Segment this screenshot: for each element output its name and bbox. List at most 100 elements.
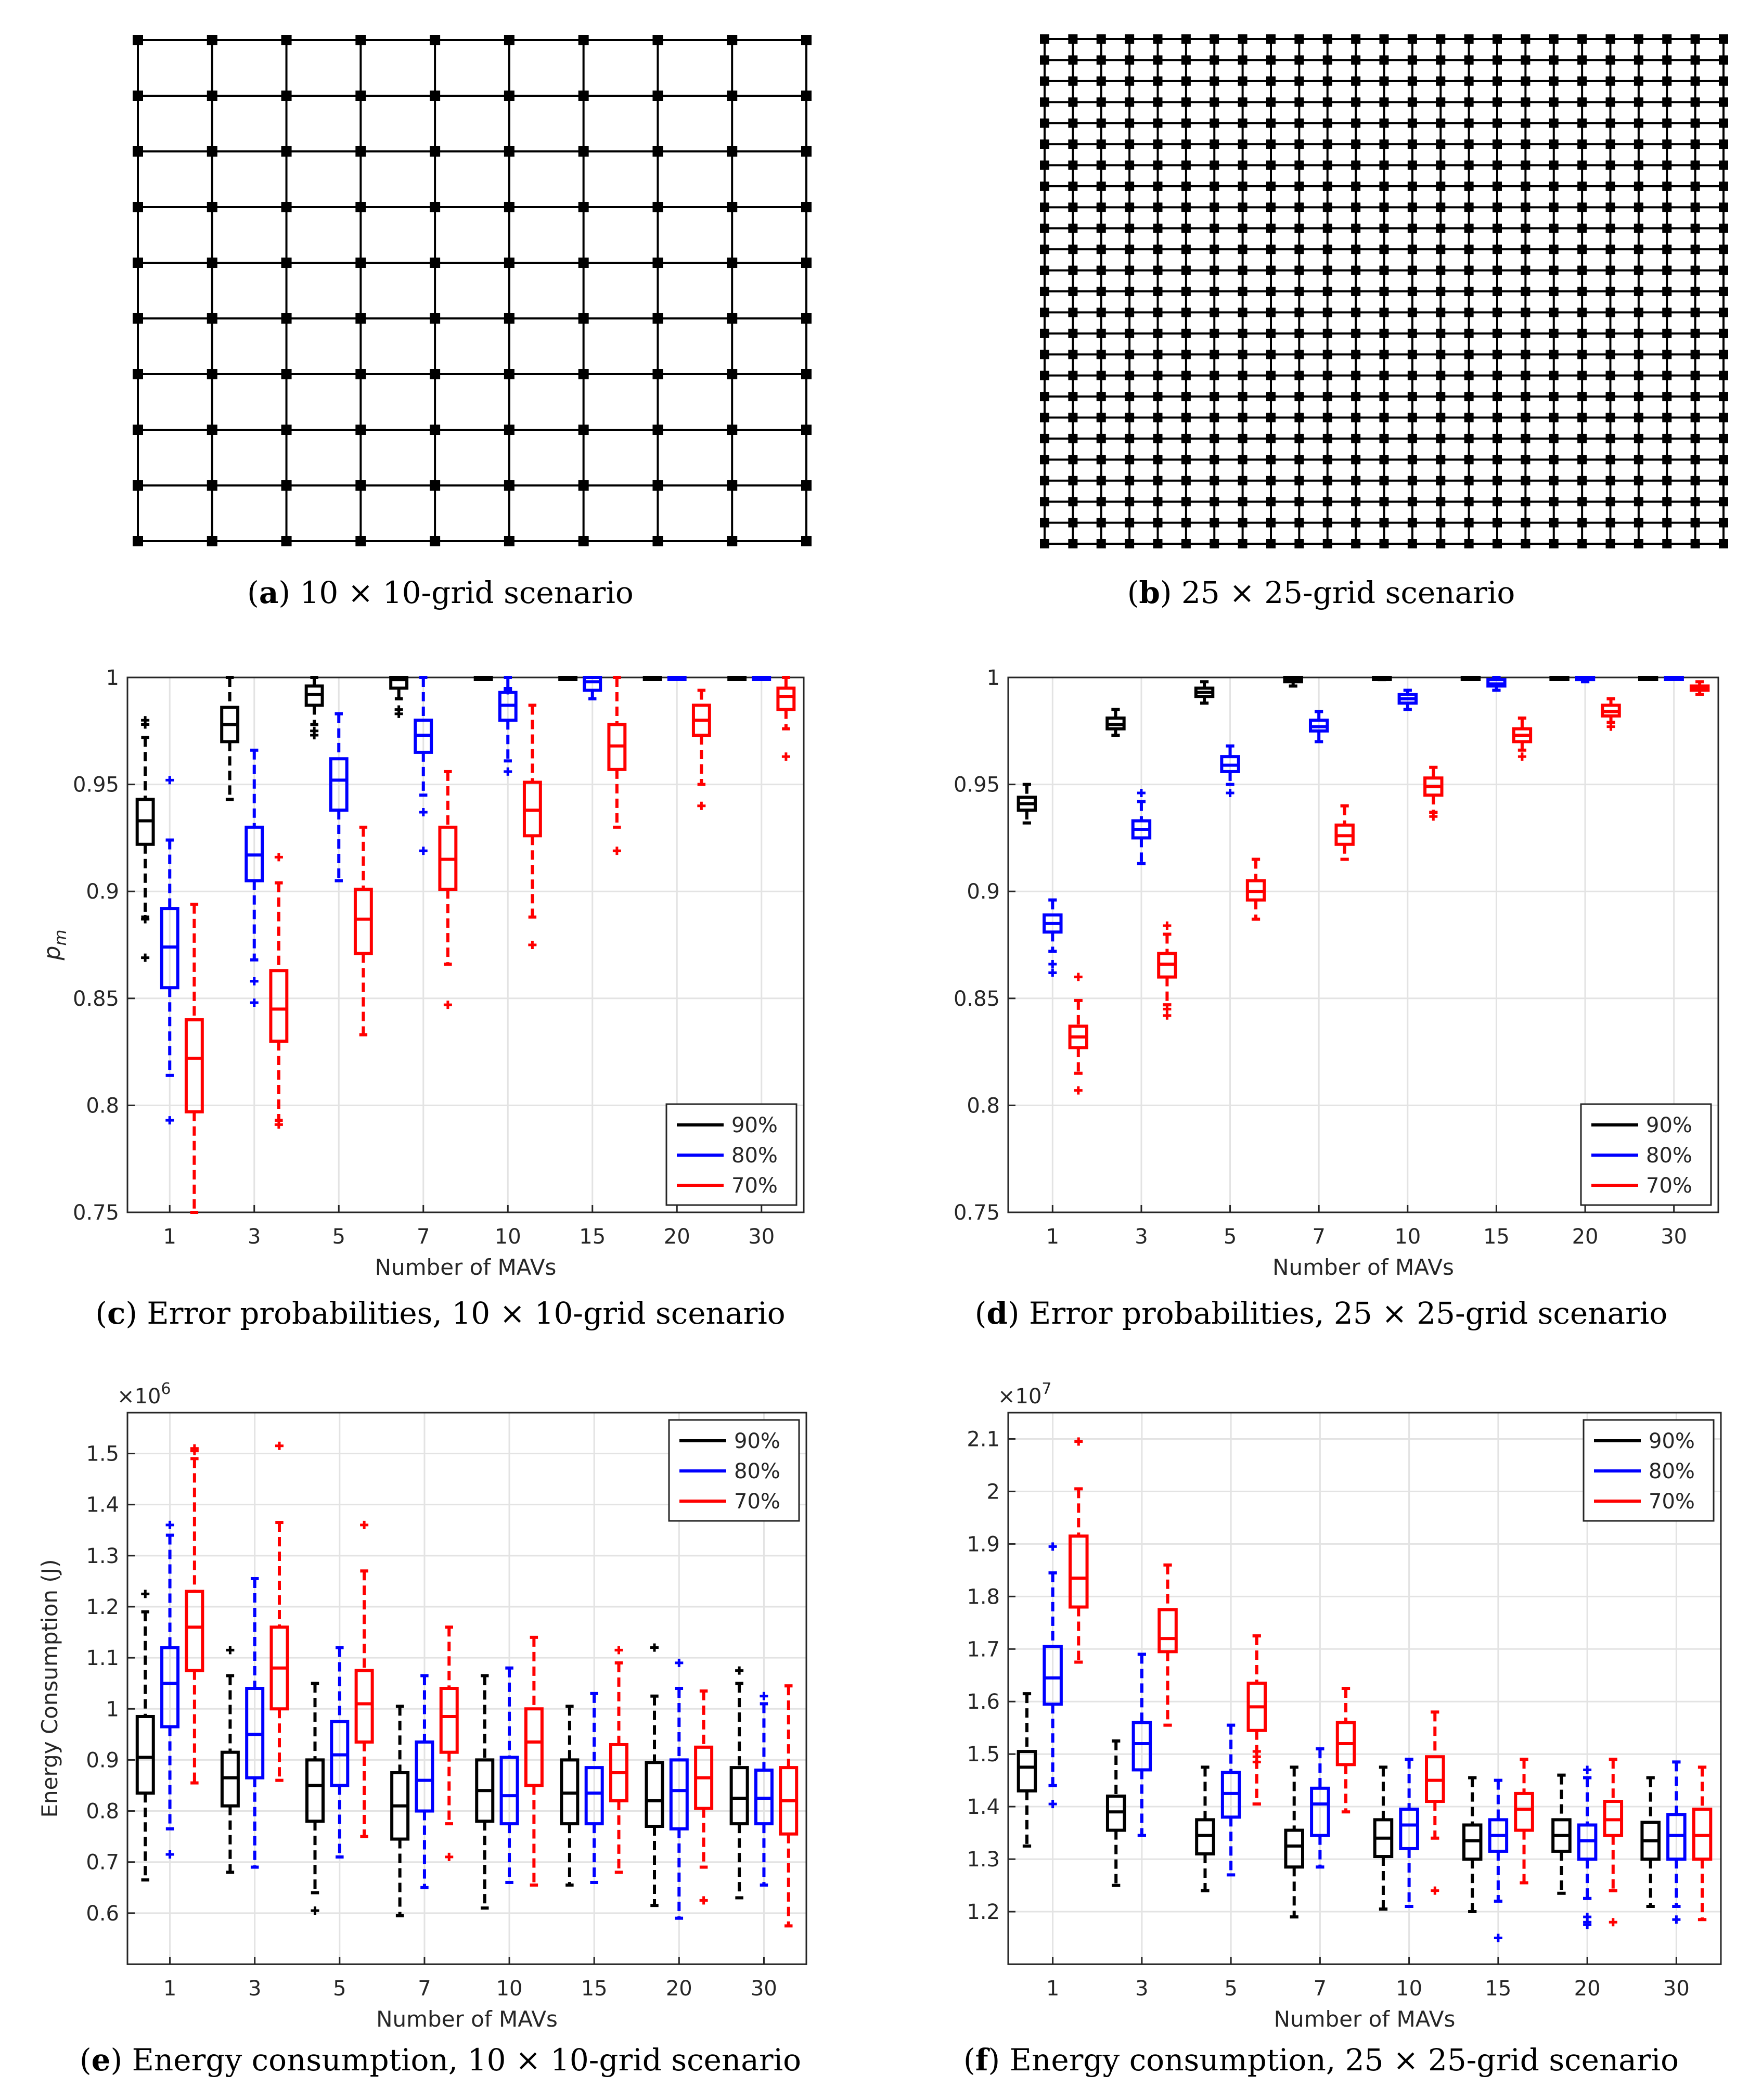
y-tick-label: 1.2 [967, 1900, 1000, 1924]
grid-node [1719, 476, 1728, 485]
y-tick-label: 1.6 [967, 1690, 1000, 1714]
grid-node [1266, 97, 1276, 107]
grid-node [1322, 392, 1332, 402]
grid-node [1068, 539, 1078, 548]
grid-node [1577, 539, 1587, 548]
grid-node [1266, 455, 1276, 465]
grid-node [1322, 223, 1332, 233]
grid-node [1181, 55, 1191, 65]
grid-node [1605, 328, 1615, 338]
series-80% [1043, 676, 1684, 977]
grid-node [1210, 118, 1219, 128]
grid-node [207, 480, 217, 491]
outlier [1163, 921, 1172, 930]
y-tick-label: 0.8 [967, 1094, 1000, 1118]
grid-node [1493, 55, 1502, 65]
outlier [226, 1646, 235, 1655]
grid-node [801, 91, 812, 101]
grid-node [1407, 413, 1417, 422]
grid-node [1407, 97, 1417, 107]
grid-node [1521, 328, 1531, 338]
grid-node [1238, 455, 1247, 465]
grid-node [1719, 370, 1728, 380]
grid-node [1690, 455, 1700, 465]
grid-node [1266, 308, 1276, 317]
grid-node [1521, 160, 1531, 170]
grid-node [1464, 518, 1474, 528]
legend-label: 70% [1649, 1490, 1695, 1514]
grid-node [1549, 328, 1559, 338]
grid-node [1549, 202, 1559, 212]
grid-node [1407, 476, 1417, 485]
grid-node [1634, 308, 1643, 317]
grid-node [1210, 392, 1219, 402]
grid-node [1436, 350, 1446, 360]
grid-node [1719, 34, 1728, 44]
grid-node [1125, 518, 1135, 528]
grid-node [1068, 350, 1078, 360]
grid-node [1068, 370, 1078, 380]
grid-node [133, 480, 143, 491]
plot-frame [126, 676, 805, 1213]
grid-node [1266, 160, 1276, 170]
grid-node [1040, 370, 1049, 380]
grid-node [1266, 370, 1276, 380]
grid-node [133, 146, 143, 157]
grid-node [1125, 202, 1135, 212]
outlier [697, 801, 706, 810]
grid-node [1493, 223, 1502, 233]
grid-node [1238, 181, 1247, 191]
grid-node [430, 425, 441, 435]
caption-a: (a) 10 × 10-grid scenario [247, 575, 634, 610]
grid-node [281, 35, 292, 45]
y-tick-label: 1.3 [967, 1848, 1000, 1872]
grid-node [1153, 328, 1163, 338]
grid-node [207, 146, 217, 157]
series-80% [1043, 1542, 1687, 1942]
grid-node [355, 480, 366, 491]
grid-node [1521, 433, 1531, 443]
grid-node [1634, 160, 1643, 170]
grid-node [1351, 181, 1361, 191]
grid-node [1068, 139, 1078, 149]
grid-node [1379, 34, 1389, 44]
grid-node [1605, 539, 1615, 548]
box [160, 1646, 180, 1728]
grid-node [1407, 181, 1417, 191]
outlier [781, 752, 790, 761]
grid-node [1181, 181, 1191, 191]
grid-node [1351, 539, 1361, 548]
grid-node [1294, 518, 1304, 528]
caption-f: (f) Energy consumption, 25 × 25-grid sce… [963, 2042, 1679, 2078]
grid-node [1493, 518, 1502, 528]
grid-node [1521, 370, 1531, 380]
grid-node [1238, 265, 1247, 275]
grid-node [1238, 139, 1247, 149]
grid-node [1407, 118, 1417, 128]
grid-node [1662, 455, 1672, 465]
grid-node [1322, 160, 1332, 170]
outlier [419, 808, 428, 817]
legend-label: 70% [1646, 1174, 1692, 1198]
grid-node [1464, 245, 1474, 254]
grid-node [1690, 350, 1700, 360]
grid-node [1266, 350, 1276, 360]
grid-node [1690, 328, 1700, 338]
grid-node [1464, 139, 1474, 149]
y-tick-label: 1.9 [967, 1532, 1000, 1556]
grid-node [1379, 370, 1389, 380]
grid-node [1464, 476, 1474, 485]
grid-node [1662, 139, 1672, 149]
grid-node [1238, 392, 1247, 402]
grid-node [1125, 350, 1135, 360]
grid-node [652, 146, 663, 157]
grid-node [727, 369, 738, 379]
grid-node [504, 480, 515, 491]
outlier [141, 915, 150, 924]
grid-node [1351, 97, 1361, 107]
grid-node [1210, 97, 1219, 107]
grid-node [1634, 76, 1643, 86]
grid-node [1351, 476, 1361, 485]
grid-node [1436, 97, 1446, 107]
box [1043, 1645, 1063, 1706]
